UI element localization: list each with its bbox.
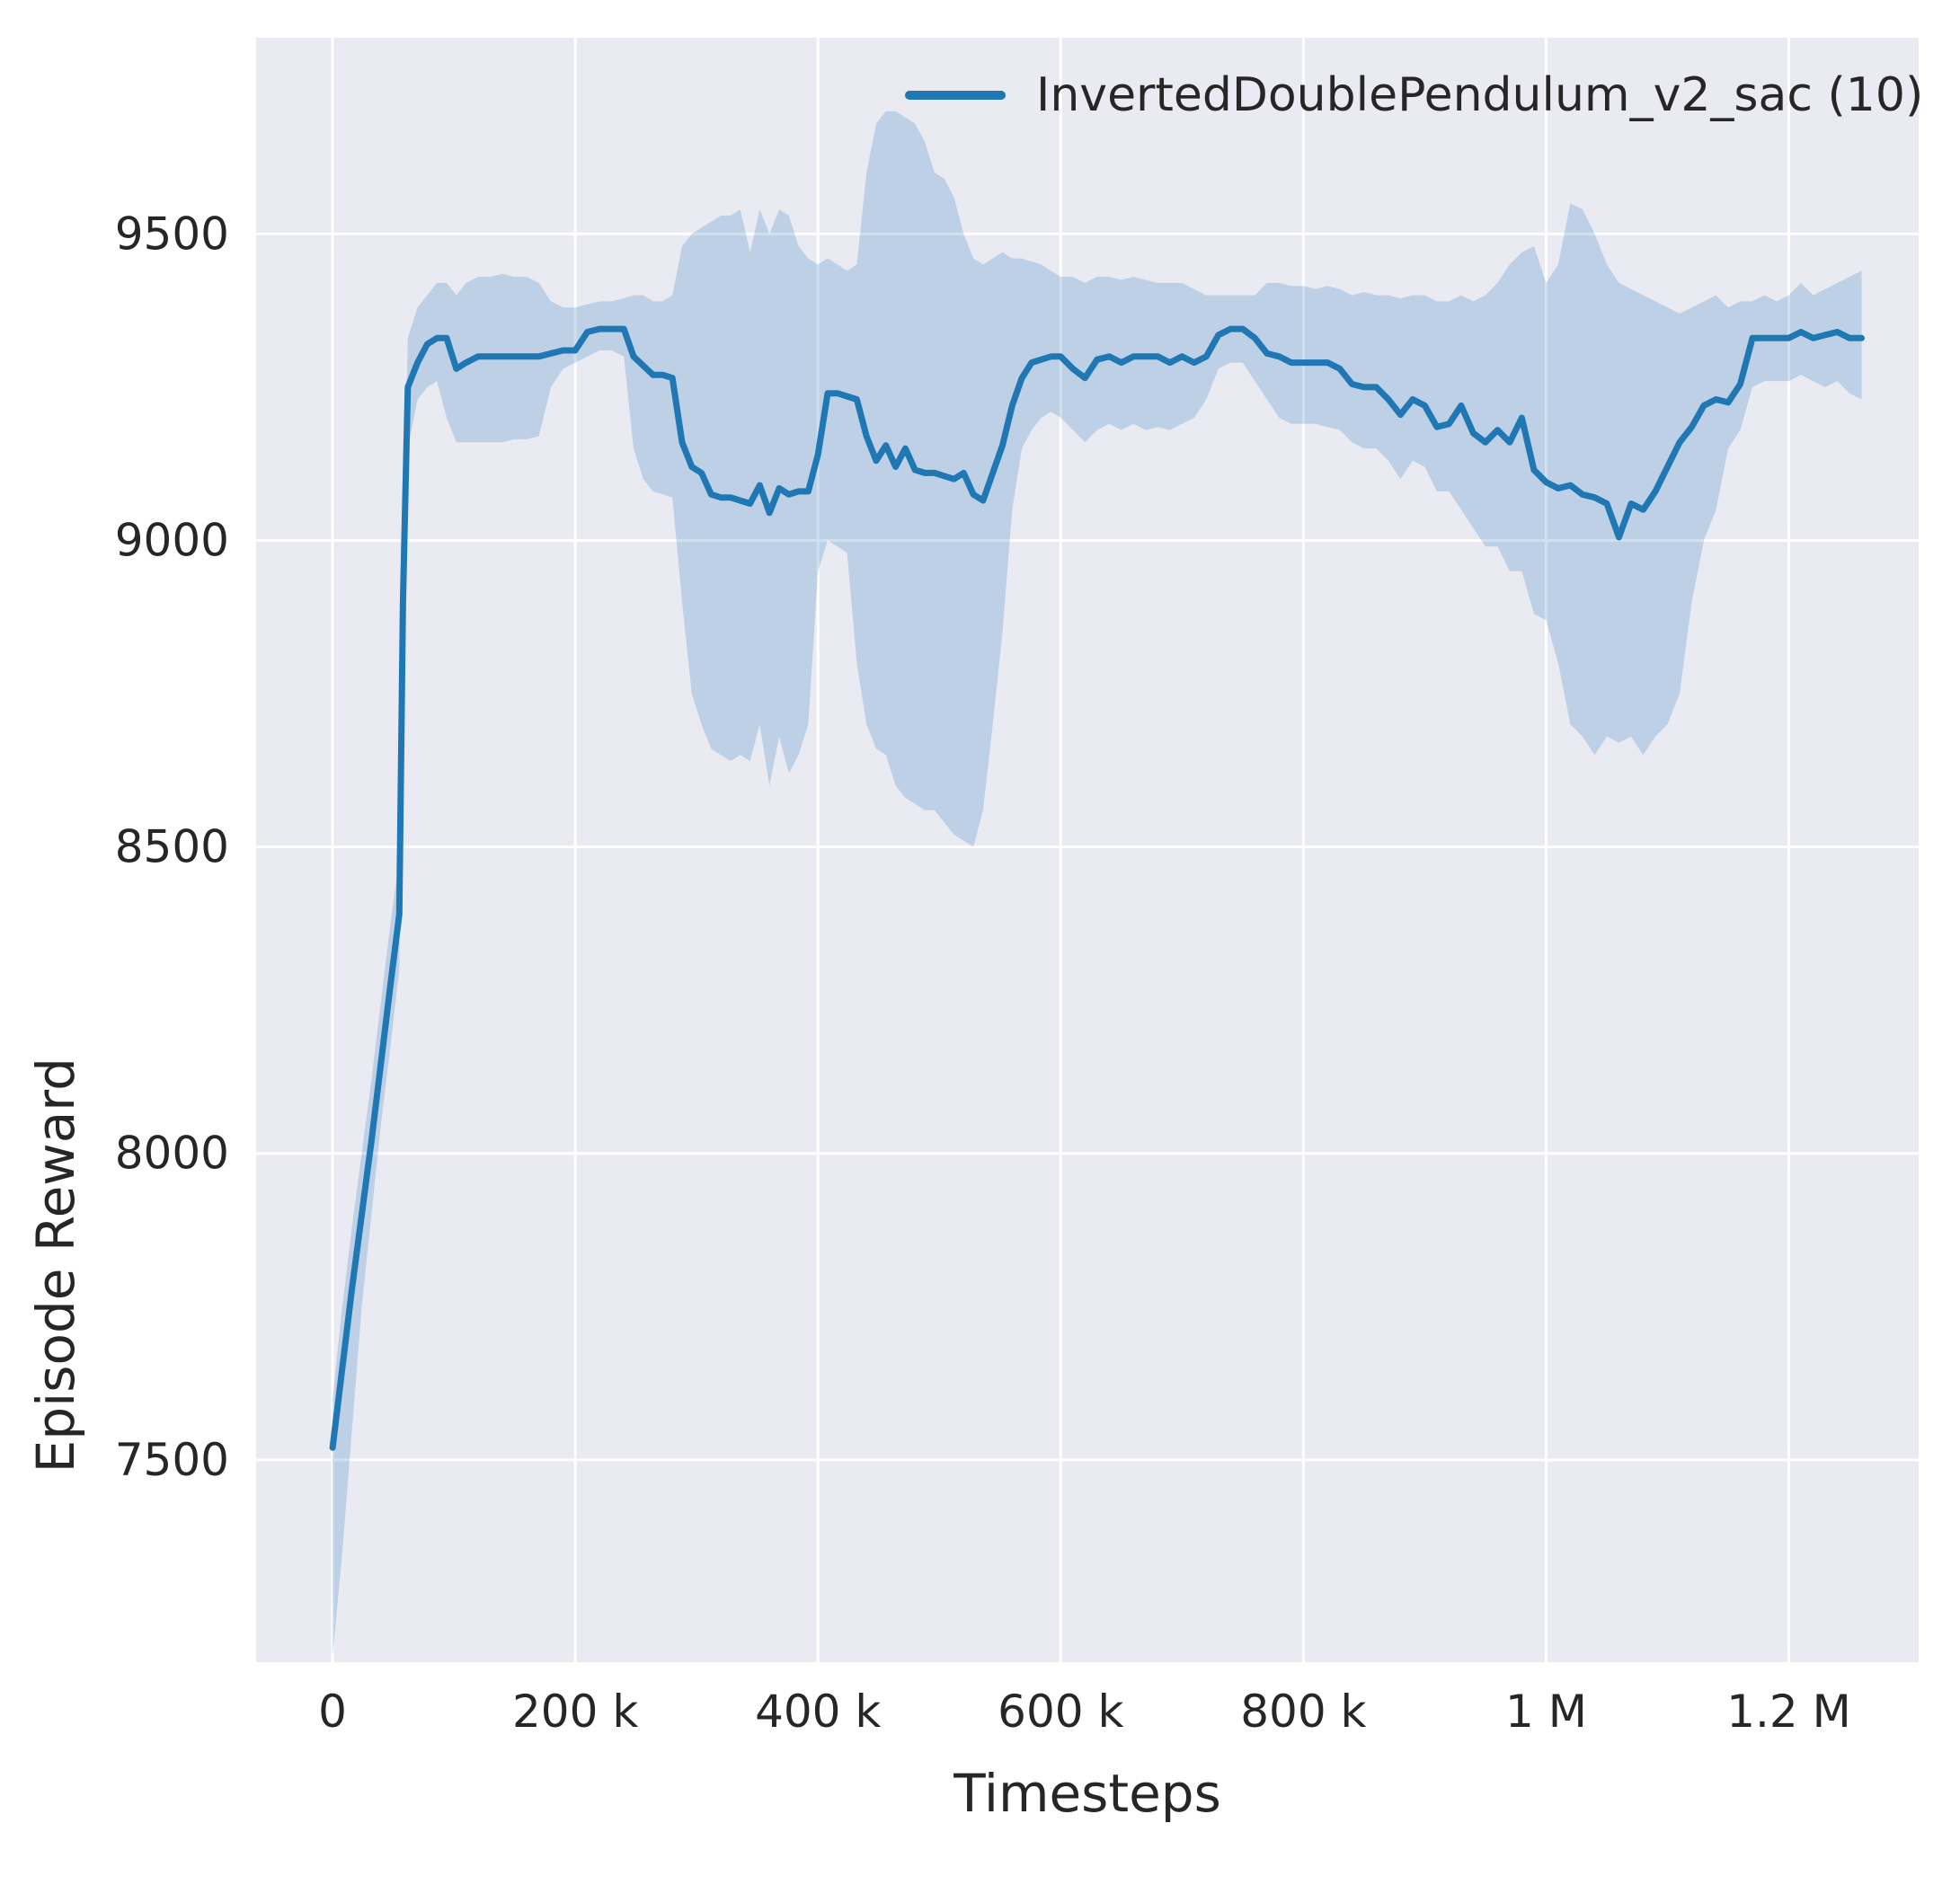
svg-text:7500: 7500: [115, 1434, 229, 1486]
svg-text:600 k: 600 k: [998, 1686, 1123, 1738]
y-axis-label: Episode Reward: [25, 1058, 86, 1473]
svg-text:9500: 9500: [115, 208, 229, 260]
legend-line-swatch: [905, 91, 1006, 100]
legend-label: InvertedDoublePendulum_v2_sac (10): [1036, 68, 1924, 122]
legend: InvertedDoublePendulum_v2_sac (10): [885, 56, 1943, 135]
x-axis-label: Timesteps: [953, 1763, 1221, 1824]
svg-text:8000: 8000: [115, 1128, 229, 1180]
svg-text:8500: 8500: [115, 821, 229, 873]
svg-text:1.2 M: 1.2 M: [1726, 1686, 1851, 1738]
svg-text:1 M: 1 M: [1505, 1686, 1587, 1738]
svg-text:800 k: 800 k: [1240, 1686, 1366, 1738]
svg-text:0: 0: [318, 1686, 347, 1738]
svg-text:200 k: 200 k: [512, 1686, 638, 1738]
svg-text:9000: 9000: [115, 514, 229, 566]
svg-text:400 k: 400 k: [755, 1686, 881, 1738]
